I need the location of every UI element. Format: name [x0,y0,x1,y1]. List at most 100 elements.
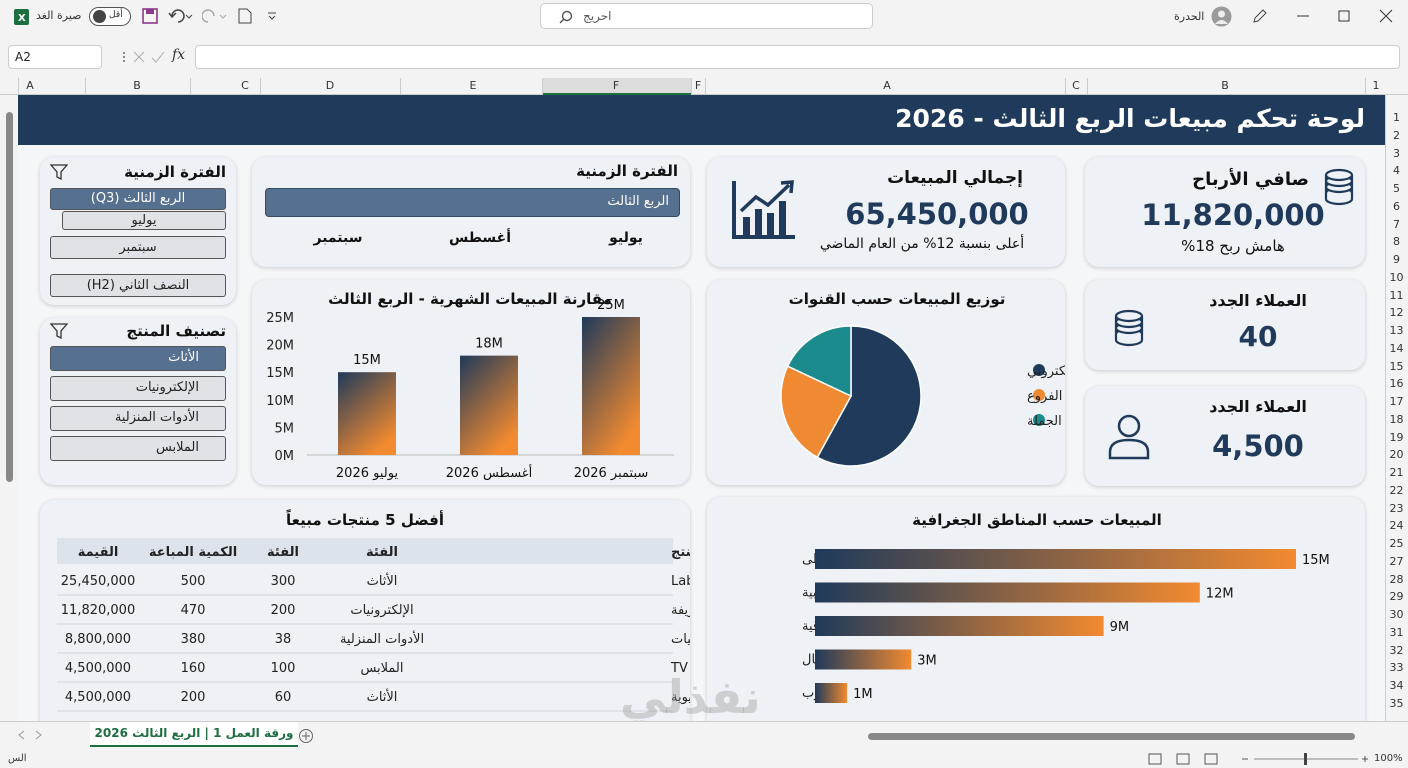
formula-icons [123,51,165,63]
icon-part [18,730,25,740]
slicer-item[interactable]: الإلكترونيات [50,376,226,401]
period-selector[interactable]: الربع الثالث [265,188,680,217]
category-slicer: تصنيف المنتج الأثاث الإلكترونيات الأدوات ال… [40,318,236,485]
row-header: 3 [1393,146,1400,160]
formula-input[interactable] [195,45,1400,69]
bar-value-label: 3M [917,654,937,669]
slicer-item[interactable]: الملابس [50,436,226,461]
icon-part [779,201,786,235]
y-tick-label: 10M [266,394,294,409]
column-separator [85,78,86,95]
icon-part [50,164,68,180]
row-header: 33 [1389,661,1404,675]
column-header: B [1221,79,1229,92]
icon-part [268,12,276,20]
icon-part [1324,168,1354,206]
table-header-bg [57,538,673,564]
icon-part [133,51,145,63]
column-separator [190,78,191,95]
icon-part [1218,10,1225,18]
icon-part [35,730,42,740]
autosave-toggle[interactable]: أقل [89,7,131,26]
table-header: المنتج [671,545,690,560]
row-header: 17 [1389,395,1404,408]
slicer-item[interactable]: الأدوات المنزلية [50,406,226,431]
chart-title: المبيعات حسب المناطق الجغرافية [912,511,1162,529]
icon-part [50,323,68,339]
icon-part [1114,309,1144,323]
slicer-item-text: الإلكترونيات [135,380,199,395]
table-cell: 4,500,000 [65,690,131,705]
icon-part [1117,414,1141,438]
legend-label: المتجر الإلكتروني [1027,364,1065,379]
table-title: أفضل 5 منتجات مبيعاً [286,509,444,529]
icon-part [299,729,313,743]
slicer-item[interactable]: سبتمبر [50,236,226,259]
slicer-item[interactable]: الربع الثالث (Q3) [50,188,226,210]
autosave-label: صيرة الغد [36,9,82,22]
table-cell: 300 [271,574,296,589]
icon-part [14,9,29,25]
period-slicer: الفترة الزمنية الربع الثالث (Q3) يوليو سبتم… [40,157,236,305]
row-header: 10 [1389,270,1404,284]
icon-part [1108,438,1150,460]
row-header: 28 [1389,572,1404,586]
slicer-item[interactable]: يوليو [62,211,226,230]
x-tick-label: يوليو 2026 [336,466,399,481]
table-cell: الأثاث [367,572,398,589]
row-header: 11 [1389,288,1404,302]
top-products-table: أفضل 5 منتجات مبيعاً المنتج الفئة الفئة الكم… [57,509,690,712]
bar-value-label: 9M [1110,620,1130,635]
table-cell: تجمع تريب موارت مسنطة مختلم الخضجيوية [671,690,690,705]
icon-part [1324,168,1354,182]
top-products-card: أفضل 5 منتجات مبيعاً المنتج الفئة الفئة الكم… [40,500,690,721]
period-selected: الربع الثالث [607,194,669,209]
column-separator [691,78,692,95]
slicer-title: تصنيف المنتج [126,322,226,340]
column-header: A [883,79,891,92]
search-box[interactable]: احريج [540,3,873,29]
status-mode: الس [8,753,27,764]
name-box[interactable]: A2 [8,45,102,69]
period-month[interactable]: يوليو [609,230,643,246]
slicer-item[interactable]: الأثاث [50,346,226,371]
table-cell: 100 [271,661,296,676]
y-tick-label: 25M [266,311,294,326]
y-tick-label: 15M [266,366,294,381]
slicer-item[interactable]: النصف الثاني (H2) [50,274,226,297]
pie-slice [816,325,922,467]
sheet-tab[interactable]: ورقة العمل 1 | الربع الثالث 2026 [90,722,298,747]
table-cell: الأدوات المنزلية [340,630,424,647]
column-header: E [469,79,477,92]
row-header: 1 [1393,111,1400,124]
column-header: C [241,79,249,92]
table-cell: 470 [181,603,206,618]
slicer-title: الفترة الزمنية [124,163,226,181]
row-header: 19 [1389,430,1404,444]
table-header: الفئة [366,545,398,560]
row-header: 34 [1389,679,1404,692]
customers-kpi-2: العملاء الجدد 4,500 [1085,386,1365,486]
tab-nav [18,730,42,740]
table-cell: كوجتاپ وسبكبية ورق Labtook Tion.app [671,574,690,589]
legend-swatch [1033,414,1045,426]
period-month[interactable]: أغسطس [448,230,512,246]
column-separator [260,78,261,95]
status-bar [0,750,1408,768]
dashboard-title: لوحة تحكم مبيعات الربع الثالث - 2026 [895,104,1365,133]
period-card: الفترة الزمنية الربع الثالث يوليو أغسطس سبتم… [252,157,690,267]
icon-part [238,8,252,24]
period-month[interactable]: سبتمبر [313,230,363,246]
row-header: 4 [1393,164,1400,178]
vertical-scroll-thumb[interactable] [6,112,13,482]
close-icon [1379,9,1393,23]
y-tick-label: 20M [266,339,294,354]
horizontal-scroll-thumb[interactable] [868,733,1355,740]
kpi-title: العملاء الجدد [1209,397,1307,416]
card-title: الفترة الزمنية [576,162,678,180]
y-tick-label: 5M [275,421,295,436]
growth-icon [732,180,795,239]
table-header: الكمية المباعة [149,545,237,560]
icon-part [171,9,185,23]
column-separator [705,78,706,95]
